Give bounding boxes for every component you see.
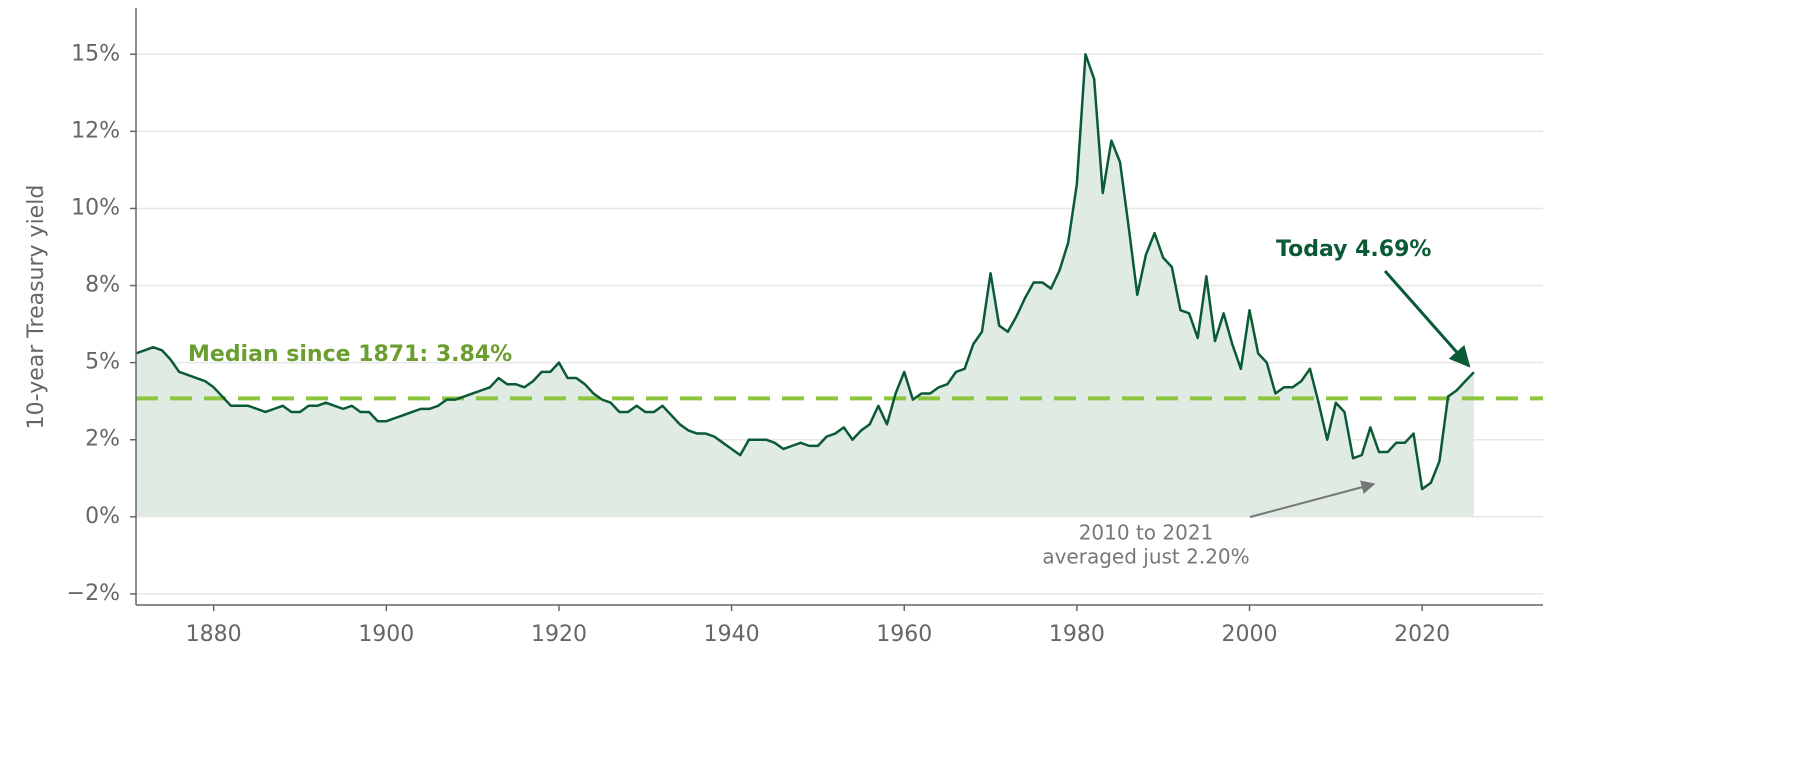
period-arrow	[1249, 480, 1376, 518]
y-tick-label: 0%	[85, 504, 120, 529]
y-tick-label: −2%	[67, 581, 120, 606]
x-tick-label: 2000	[1222, 622, 1278, 647]
period-label: averaged just 2.20%	[1042, 545, 1249, 569]
x-tick-label: 1920	[531, 622, 587, 647]
y-tick-label: 15%	[71, 41, 120, 66]
y-tick-label: 2%	[85, 427, 120, 452]
y-tick-label: 12%	[71, 118, 120, 143]
y-tick-label: 10%	[71, 195, 120, 220]
x-tick-label: 1960	[876, 622, 932, 647]
x-tick-label: 2020	[1394, 622, 1450, 647]
area	[136, 54, 1474, 517]
y-axis-label: 10-year Treasury yield	[24, 185, 49, 430]
x-tick-label: 1940	[704, 622, 760, 647]
x-tick-label: 1880	[186, 622, 242, 647]
x-tick-label: 1900	[358, 622, 414, 647]
x-tick-label: 1980	[1049, 622, 1105, 647]
today-label: Today 4.69%	[1276, 237, 1431, 262]
y-tick-label: 8%	[85, 273, 120, 298]
today-arrow	[1383, 270, 1471, 368]
period-label: 2010 to 2021	[1079, 521, 1214, 545]
y-tick-label: 5%	[85, 350, 120, 375]
line	[135, 53, 1475, 491]
median-label: Median since 1871: 3.84%	[188, 342, 512, 367]
